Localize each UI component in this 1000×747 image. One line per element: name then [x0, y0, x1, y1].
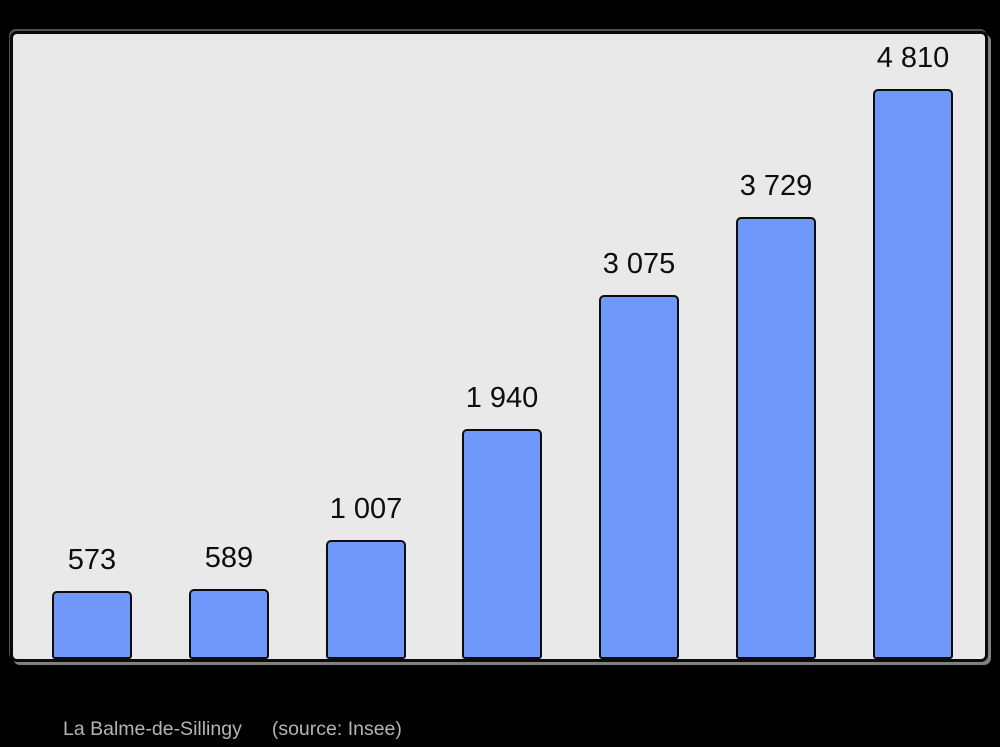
- bar-value-label: 1 940: [465, 382, 539, 414]
- bar: [462, 429, 542, 659]
- bar-value-label: 4 810: [876, 42, 950, 74]
- bar-value-label: 3 075: [602, 248, 676, 280]
- bar: [52, 591, 132, 659]
- caption-source: (source: Insee): [271, 718, 402, 740]
- bar-value-label: 3 729: [739, 170, 813, 202]
- bar-value-label: 1 007: [329, 493, 403, 525]
- plot-area: 573 589 1 007 1 940 3 075 3 729 4 810: [10, 31, 988, 662]
- bar-value-label: 589: [204, 542, 254, 574]
- bar: [736, 217, 816, 659]
- bar: [189, 589, 269, 659]
- bar: [326, 540, 406, 659]
- chart-caption: La Balme-de-Sillingy (source: Insee): [63, 716, 402, 743]
- bar-value-label: 573: [67, 544, 117, 576]
- bar: [599, 295, 679, 659]
- bar: [873, 89, 953, 659]
- caption-title: La Balme-de-Sillingy: [63, 718, 242, 740]
